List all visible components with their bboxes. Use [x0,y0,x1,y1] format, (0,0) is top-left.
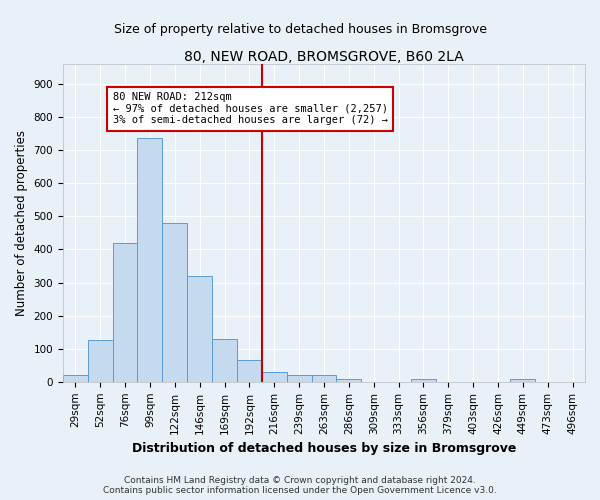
Title: 80, NEW ROAD, BROMSGROVE, B60 2LA: 80, NEW ROAD, BROMSGROVE, B60 2LA [184,50,464,64]
Text: Size of property relative to detached houses in Bromsgrove: Size of property relative to detached ho… [113,22,487,36]
Bar [113,243,137,382]
Bar [163,223,187,382]
Text: Contains HM Land Registry data © Crown copyright and database right 2024.
Contai: Contains HM Land Registry data © Crown c… [103,476,497,495]
Bar [262,372,287,382]
Bar [411,379,436,382]
Bar [511,379,535,382]
Bar [137,138,163,382]
Bar [212,339,237,382]
X-axis label: Distribution of detached houses by size in Bromsgrove: Distribution of detached houses by size … [132,442,516,455]
Bar [337,379,361,382]
Bar [63,375,88,382]
Text: 80 NEW ROAD: 212sqm
← 97% of detached houses are smaller (2,257)
3% of semi-deta: 80 NEW ROAD: 212sqm ← 97% of detached ho… [113,92,388,126]
Bar [311,375,337,382]
Bar [187,276,212,382]
Bar [88,340,113,382]
Y-axis label: Number of detached properties: Number of detached properties [15,130,28,316]
Bar [237,360,262,382]
Bar [287,374,311,382]
